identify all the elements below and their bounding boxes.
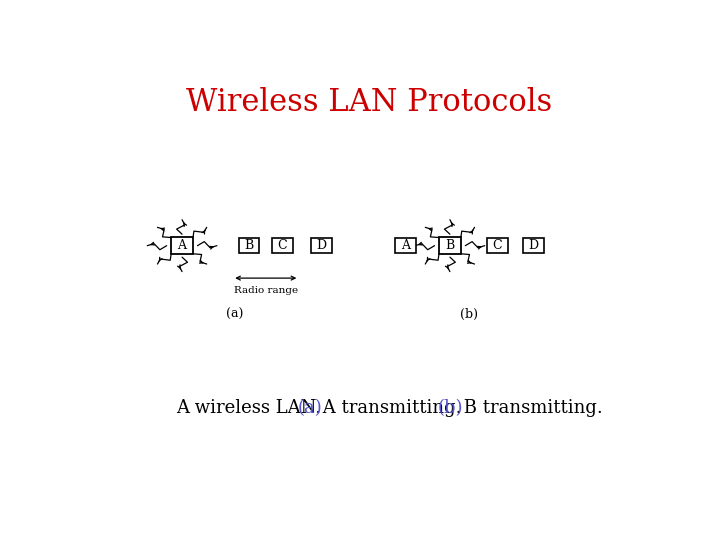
Bar [438, 237, 462, 254]
Text: (b): (b) [438, 399, 464, 417]
Text: B: B [445, 239, 454, 252]
Text: B transmitting.: B transmitting. [458, 399, 603, 417]
Bar [523, 238, 544, 253]
Text: Radio range: Radio range [234, 286, 298, 295]
Text: D: D [317, 239, 327, 252]
Text: B: B [244, 239, 253, 252]
Text: A wireless LAN.: A wireless LAN. [176, 399, 333, 417]
Text: A: A [178, 239, 186, 252]
Bar [272, 238, 293, 253]
Text: (a): (a) [298, 399, 323, 417]
Text: C: C [278, 239, 287, 252]
Bar [395, 238, 415, 253]
Text: (b): (b) [461, 308, 479, 321]
Text: C: C [492, 239, 502, 252]
Text: (a): (a) [226, 308, 244, 321]
Text: A transmitting.: A transmitting. [317, 399, 473, 417]
Text: Wireless LAN Protocols: Wireless LAN Protocols [186, 87, 552, 118]
Bar [238, 238, 259, 253]
Bar [171, 237, 194, 254]
Bar [311, 238, 332, 253]
Text: A: A [401, 239, 410, 252]
Bar [487, 238, 508, 253]
Text: D: D [528, 239, 539, 252]
